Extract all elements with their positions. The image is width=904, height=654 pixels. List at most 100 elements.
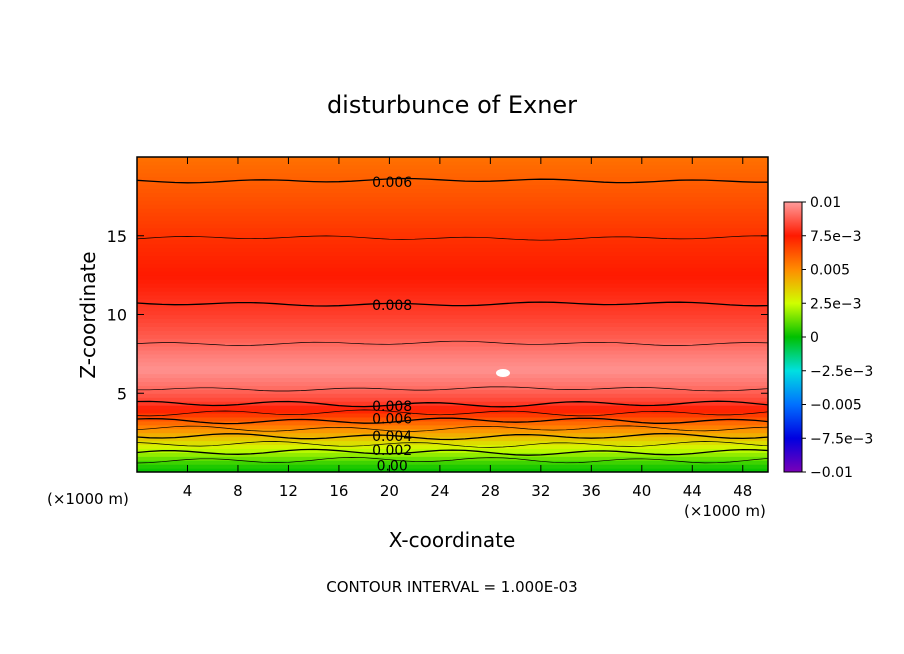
chart-title: disturbunce of Exner: [327, 91, 577, 119]
contour-band: [137, 349, 768, 355]
contour-band: [137, 330, 768, 335]
y-axis-ticks: 5 10 15: [107, 227, 768, 403]
contour-band: [137, 220, 768, 225]
contour-band: [137, 424, 768, 430]
contour-band: [137, 346, 768, 351]
colorbar-tick-label: −0.01: [810, 465, 853, 481]
contour-band: [137, 180, 768, 186]
colorbar-tick-label: 2.5e−3: [810, 296, 862, 312]
colorbar-tick-label: −2.5e−3: [810, 364, 873, 380]
contour-band: [137, 263, 768, 268]
contour-band: [137, 369, 768, 375]
contour-band: [137, 283, 768, 288]
contour-label: 0.008: [372, 298, 412, 314]
contour-band: [137, 184, 768, 190]
contour-line: [137, 340, 768, 346]
contour-band: [137, 357, 768, 363]
y-axis-label: Z-coordinate: [76, 251, 100, 378]
contour-band: [137, 259, 768, 264]
contour-band: [137, 188, 768, 194]
contour-band: [137, 227, 768, 233]
contour-band: [137, 275, 768, 280]
colorbar-tick-label: 0.01: [810, 195, 841, 211]
contour-line: [137, 457, 768, 464]
contour-label: 0.006: [372, 411, 412, 427]
y-tick-label: 10: [107, 306, 127, 325]
contour-band: [137, 208, 768, 213]
x-unit-right: (×1000 m): [684, 502, 766, 520]
contour-band: [137, 196, 768, 201]
contour-line: [137, 432, 768, 441]
contour-band: [137, 255, 768, 260]
contour-band: [137, 334, 768, 339]
contour-band: [137, 176, 768, 182]
contour-band: [137, 231, 768, 237]
contour-line: [137, 448, 768, 456]
colorbar: [783, 201, 803, 473]
filled-contour-bands: [137, 157, 768, 472]
colorbar-tick-label: −7.5e−3: [810, 431, 873, 447]
contour-band: [137, 468, 768, 472]
contour-band: [137, 393, 768, 398]
contour-band: [137, 452, 768, 457]
contour-band: [137, 377, 768, 383]
contour-band: [137, 239, 768, 245]
contour-line: [137, 400, 768, 408]
max-value-spot: [496, 369, 510, 377]
contour-label: 0.006: [372, 175, 412, 191]
contour-band: [137, 314, 768, 320]
colorbar-ticks: 0.01 7.5e−3 0.005 2.5e−3 0 −2.5e−3 −0.005 −7.5e…: [802, 195, 873, 481]
contour-band: [137, 290, 768, 296]
contour-band: [137, 251, 768, 257]
colorbar-tick-label: 7.5e−3: [810, 229, 862, 245]
contour-band: [137, 200, 768, 205]
contour-band: [137, 267, 768, 272]
contour-line: [137, 301, 768, 307]
contour-band: [137, 460, 768, 465]
contour-band: [137, 172, 768, 178]
contour-band: [137, 160, 768, 166]
contour-line: [137, 409, 768, 417]
contour-band: [137, 436, 768, 442]
contour-band: [137, 365, 768, 371]
contour-interval-note: CONTOUR INTERVAL = 1.000E-03: [326, 578, 577, 596]
x-tick-label: 24: [430, 482, 449, 500]
x-unit-left: (×1000 m): [47, 490, 129, 508]
contour-label: 0.00: [377, 459, 408, 475]
x-tick-label: 40: [632, 482, 651, 500]
contour-band: [137, 279, 768, 284]
contour-label: 0.008: [372, 399, 412, 415]
contour-band: [137, 381, 768, 386]
contour-band: [137, 168, 768, 174]
colorbar-tick-label: −0.005: [810, 398, 862, 414]
contour-band: [137, 322, 768, 327]
contour-line: [137, 235, 768, 241]
contour-band: [137, 192, 768, 197]
x-tick-label: 28: [481, 482, 500, 500]
contour-line: [137, 441, 768, 448]
contour-band: [137, 298, 768, 304]
x-tick-label: 12: [279, 482, 298, 500]
contour-band: [137, 164, 768, 170]
contour-band: [137, 361, 768, 367]
contour-band: [137, 464, 768, 469]
x-tick-label: 44: [683, 482, 702, 500]
x-tick-label: 20: [380, 482, 399, 500]
contour-band: [137, 235, 768, 241]
contour-band: [137, 294, 768, 300]
contour-band: [137, 318, 768, 323]
contour-band: [137, 212, 768, 217]
x-axis-ticks: 4 8 12 16 20 24 28 32 36 40 44 48: [183, 157, 752, 500]
contour-band: [137, 389, 768, 394]
y-tick-label: 15: [107, 227, 127, 246]
contour-band: [137, 310, 768, 316]
x-tick-label: 36: [582, 482, 601, 500]
contour-band: [137, 286, 768, 292]
contour-band: [137, 223, 768, 229]
contour-line: [137, 425, 768, 432]
contour-band: [137, 412, 768, 418]
contour-band: [137, 326, 768, 331]
x-tick-label: 32: [531, 482, 550, 500]
contour-band: [137, 243, 768, 249]
